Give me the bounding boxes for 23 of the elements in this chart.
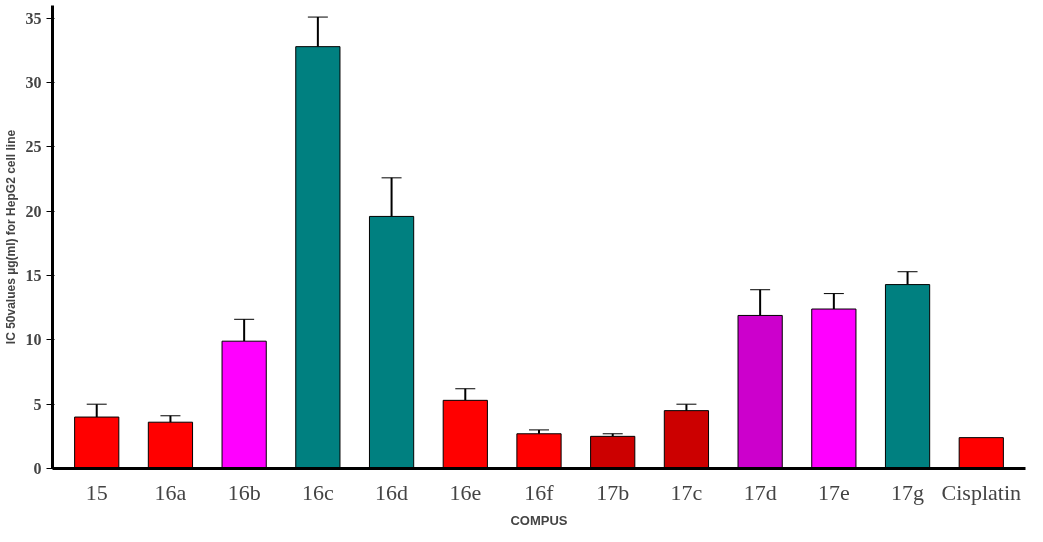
- x-tick-label: 16c: [301, 479, 334, 505]
- x-tick-label: 17e: [817, 479, 850, 505]
- y-tick-label: 5: [33, 395, 42, 413]
- y-tick-label: 20: [25, 202, 42, 220]
- y-tick-label: 35: [25, 9, 42, 27]
- x-tick-label: 15: [85, 479, 108, 505]
- x-tick-label: 16b: [227, 479, 261, 505]
- x-tick-label: 17d: [743, 479, 777, 505]
- x-tick-label: 17b: [596, 479, 630, 505]
- y-tick-label: 30: [25, 74, 42, 92]
- x-axis-title: COMPUS: [510, 512, 568, 528]
- x-tick-label: Cisplatin: [941, 479, 1021, 505]
- x-tick-label: 17g: [891, 479, 925, 505]
- y-axis-title: IC 50values µg(ml) for HepG2 cell line: [3, 129, 18, 345]
- x-tick-label: 16a: [154, 479, 187, 505]
- x-tick-label: 16d: [375, 479, 409, 505]
- x-tick-label: 16f: [524, 479, 555, 505]
- y-tick-label: 10: [25, 331, 42, 349]
- x-tick-label: 17c: [670, 479, 703, 505]
- y-tick-label: 0: [33, 460, 42, 477]
- x-tick-label: 16e: [449, 479, 482, 505]
- y-tick-label: 15: [25, 267, 42, 285]
- y-tick-label: 25: [25, 138, 42, 156]
